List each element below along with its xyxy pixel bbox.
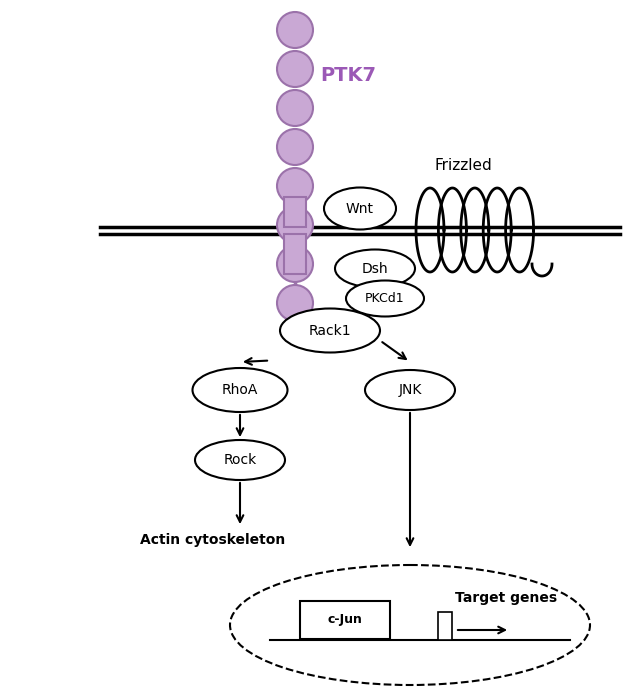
FancyBboxPatch shape [300, 601, 390, 639]
Text: Wnt: Wnt [346, 201, 374, 216]
FancyBboxPatch shape [438, 612, 452, 640]
Text: c-Jun: c-Jun [327, 613, 363, 627]
Text: JNK: JNK [398, 383, 422, 397]
Text: Rack1: Rack1 [309, 323, 351, 337]
Text: Frizzled: Frizzled [435, 158, 493, 173]
Circle shape [277, 285, 313, 321]
Text: Target genes: Target genes [455, 591, 557, 605]
Ellipse shape [280, 309, 380, 353]
Ellipse shape [365, 370, 455, 410]
Circle shape [277, 168, 313, 204]
Text: RhoA: RhoA [222, 383, 258, 397]
Circle shape [277, 246, 313, 282]
Circle shape [277, 129, 313, 165]
FancyBboxPatch shape [284, 196, 306, 226]
Ellipse shape [192, 368, 287, 412]
Circle shape [277, 90, 313, 126]
Text: Dsh: Dsh [361, 262, 388, 276]
Ellipse shape [230, 565, 590, 685]
Text: Actin cytoskeleton: Actin cytoskeleton [140, 533, 285, 547]
Text: PKCd1: PKCd1 [365, 292, 405, 305]
FancyBboxPatch shape [284, 233, 306, 273]
Circle shape [277, 12, 313, 48]
Circle shape [277, 207, 313, 243]
Ellipse shape [346, 280, 424, 316]
Ellipse shape [335, 250, 415, 287]
Circle shape [277, 51, 313, 87]
Text: Rock: Rock [223, 453, 257, 467]
Ellipse shape [324, 187, 396, 230]
Text: PTK7: PTK7 [320, 65, 376, 85]
Ellipse shape [195, 440, 285, 480]
